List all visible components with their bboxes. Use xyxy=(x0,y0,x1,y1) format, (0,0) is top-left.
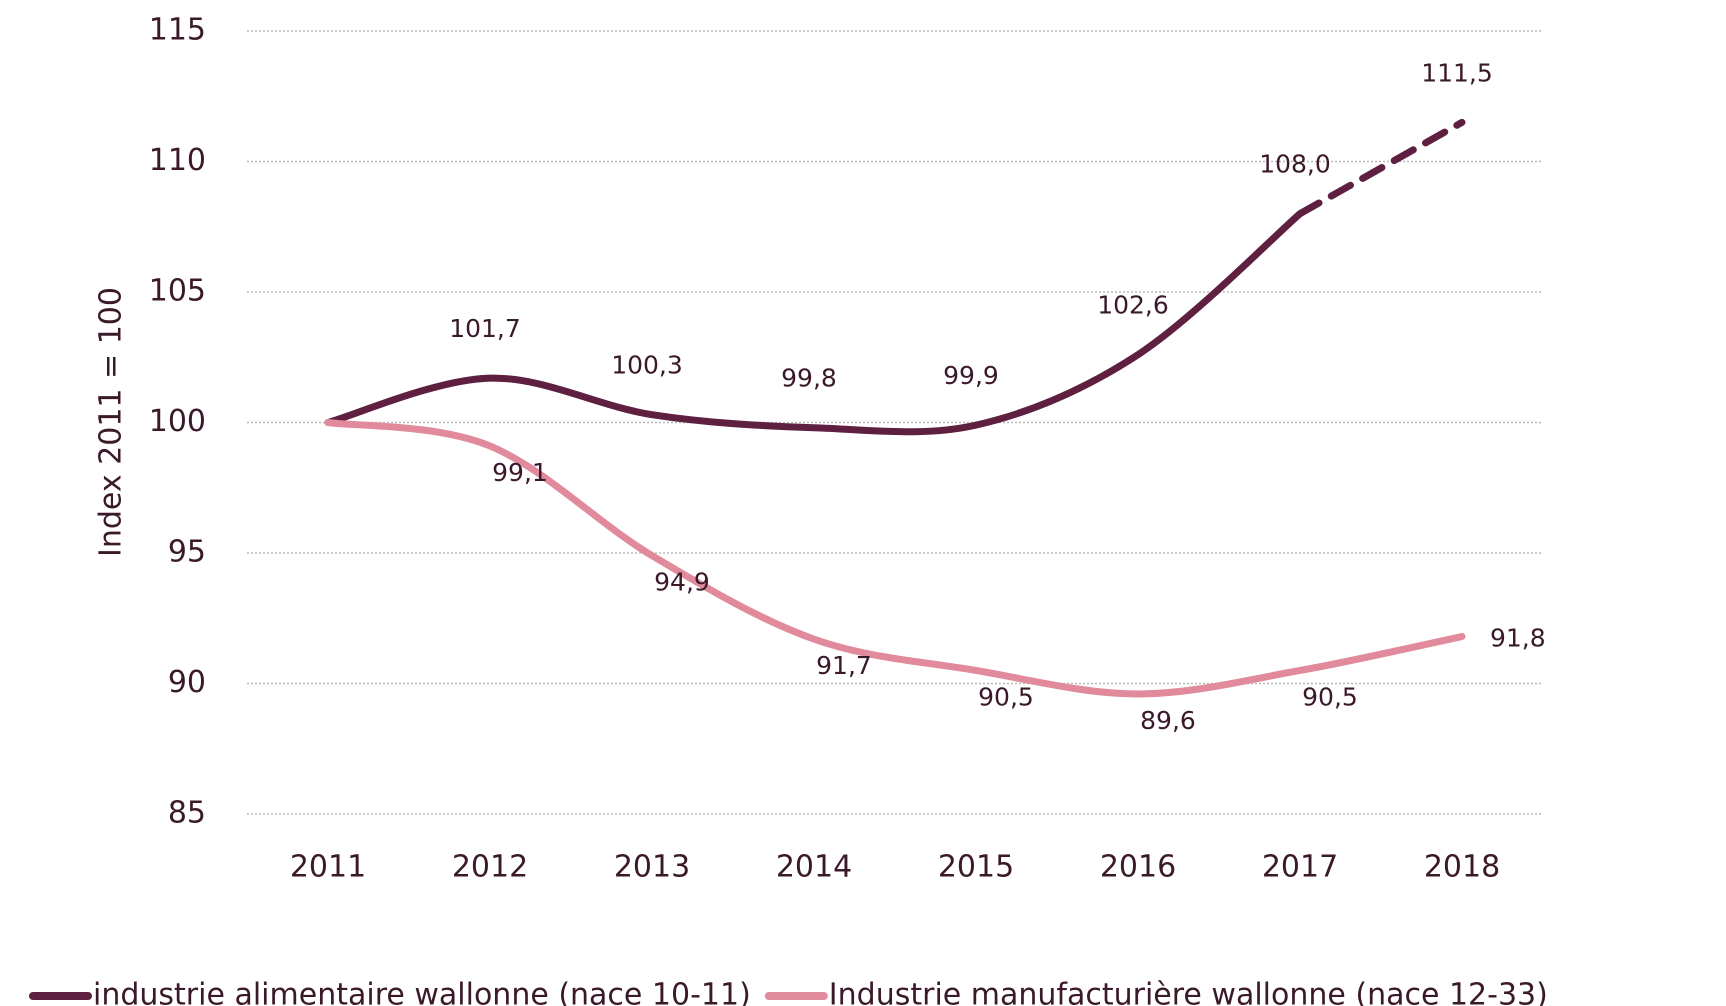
series-line xyxy=(1296,118,1466,218)
data-label: 100,3 xyxy=(611,351,683,380)
data-label: 102,6 xyxy=(1097,291,1169,320)
x-tick-label: 2013 xyxy=(614,850,690,885)
x-tick-label: 2011 xyxy=(290,850,366,885)
legend-label: industrie alimentaire wallonne (nace 10-… xyxy=(93,978,751,1006)
x-tick-label: 2012 xyxy=(452,850,528,885)
series-line xyxy=(324,210,1304,436)
data-label: 91,7 xyxy=(816,651,872,680)
data-label: 90,5 xyxy=(1302,682,1358,711)
data-label: 99,9 xyxy=(943,361,999,390)
y-tick-label: 110 xyxy=(149,143,206,178)
data-label: 90,5 xyxy=(978,682,1034,711)
data-label: 89,6 xyxy=(1140,706,1196,735)
y-tick-label: 85 xyxy=(168,796,206,831)
data-label: 101,7 xyxy=(449,314,521,343)
series-line xyxy=(324,419,1466,698)
data-label: 108,0 xyxy=(1259,150,1331,179)
y-tick-label: 115 xyxy=(149,13,206,48)
y-tick-label: 105 xyxy=(149,274,206,309)
x-tick-label: 2016 xyxy=(1100,850,1176,885)
y-tick-label: 100 xyxy=(149,404,206,439)
x-tick-label: 2017 xyxy=(1262,850,1338,885)
y-tick-label: 95 xyxy=(168,535,206,570)
data-label: 99,1 xyxy=(492,458,548,487)
y-axis-label: Index 2011 = 100 xyxy=(94,287,129,557)
x-tick-label: 2018 xyxy=(1424,850,1500,885)
data-label: 99,8 xyxy=(781,364,837,393)
x-tick-label: 2015 xyxy=(938,850,1014,885)
x-tick-label: 2014 xyxy=(776,850,852,885)
data-label: 91,8 xyxy=(1490,624,1546,653)
data-label: 94,9 xyxy=(654,568,710,597)
y-tick-label: 90 xyxy=(168,665,206,700)
legend-label: Industrie manufacturière wallonne (nace … xyxy=(829,978,1548,1006)
data-label: 111,5 xyxy=(1421,58,1493,87)
